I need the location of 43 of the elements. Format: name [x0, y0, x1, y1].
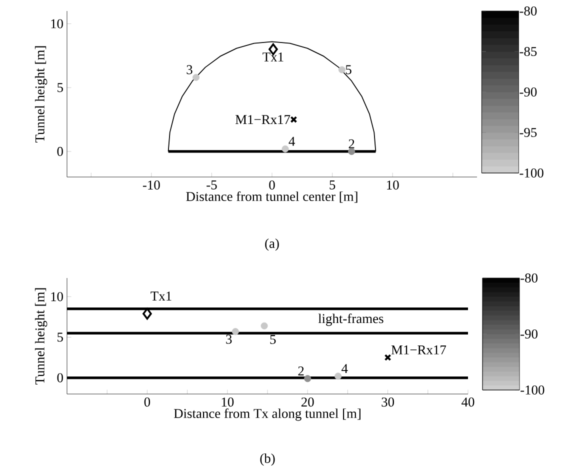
annotation: light-frames: [318, 314, 384, 326]
x-tick-label: 30: [382, 398, 394, 407]
x-tick-label: 10: [387, 180, 399, 190]
x-tick-label: 0: [144, 398, 150, 407]
y-tick-label: 10: [51, 19, 63, 28]
x-tick-label: 0: [269, 180, 275, 190]
y-tick-label: 0: [57, 373, 63, 382]
color-bar-label: -80: [520, 6, 537, 16]
color-bar-label: -90: [520, 329, 538, 339]
annotation: 3: [186, 65, 192, 74]
annotation: Tx1: [262, 52, 284, 62]
color-bar-label: -85: [520, 46, 537, 56]
x-axis-title: Distance from tunnel center [m]: [186, 191, 358, 203]
annotation: 3: [226, 334, 232, 344]
color-bar-label: -95: [520, 128, 537, 138]
annotation: 4: [342, 364, 348, 373]
y-axis-title: Tunnel height [m]: [34, 288, 48, 384]
annotation: 2: [298, 366, 304, 376]
annotation: M1−Rx17: [235, 115, 290, 124]
color-bar-label: -80: [520, 273, 538, 283]
color-bar-label: -100: [520, 168, 544, 178]
y-axis-title: Tunnel height [m]: [34, 46, 48, 142]
color-bar-label: -90: [520, 87, 537, 97]
y-tick-label: 10: [51, 292, 63, 302]
y-tick-label: 5: [58, 83, 63, 92]
annotation: 5: [346, 65, 352, 74]
x-tick-label: 5: [330, 180, 336, 190]
x-tick-label: -10: [142, 180, 160, 190]
annotation: M1−Rx17: [391, 345, 446, 354]
x-tick-label: 10: [222, 398, 234, 407]
x-tick-label: 40: [462, 398, 474, 407]
y-tick-label: 0: [57, 146, 63, 156]
annotation: 5: [270, 335, 276, 344]
color-bar-label: -100: [520, 385, 544, 395]
annotation: 2: [348, 139, 354, 148]
x-tick-label: -5: [206, 180, 217, 190]
annotation: Tx1: [150, 292, 172, 300]
text: (a): [265, 238, 279, 251]
x-axis-title: Distance from Tx along tunnel [m]: [174, 408, 360, 421]
x-tick-label: 20: [301, 398, 314, 407]
y-tick-label: 5: [58, 332, 63, 342]
text: (b): [260, 454, 275, 466]
annotation: 4: [288, 136, 295, 146]
